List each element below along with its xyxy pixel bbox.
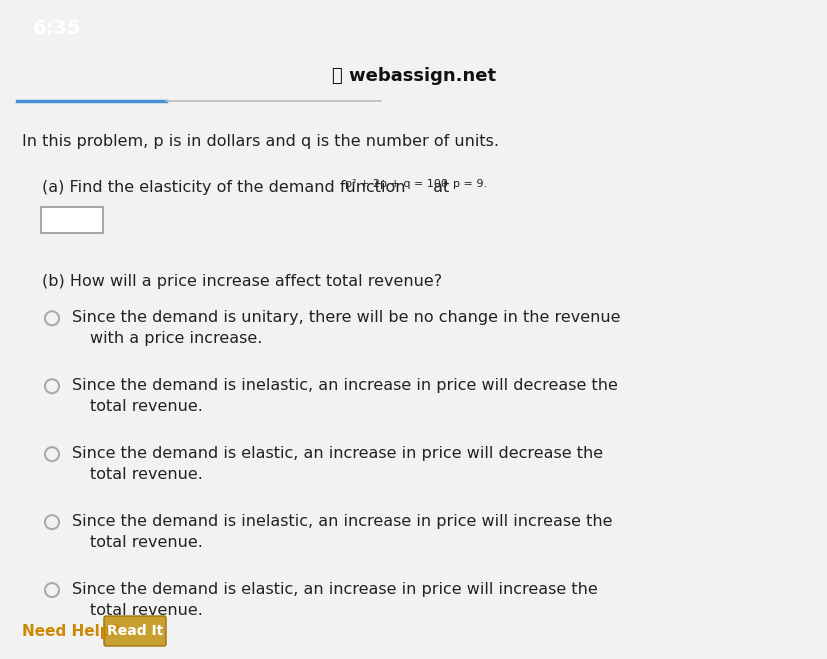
Text: Since the demand is inelastic, an increase in price will decrease the: Since the demand is inelastic, an increa… [72,378,617,393]
Text: 🔒 webassign.net: 🔒 webassign.net [332,67,495,85]
Text: p² + 2p + q = 100: p² + 2p + q = 100 [345,179,447,189]
Text: In this problem, p is in dollars and q is the number of units.: In this problem, p is in dollars and q i… [22,134,499,150]
Text: Since the demand is inelastic, an increase in price will increase the: Since the demand is inelastic, an increa… [72,514,612,529]
Text: Since the demand is elastic, an increase in price will increase the: Since the demand is elastic, an increase… [72,582,597,597]
Text: Since the demand is unitary, there will be no change in the revenue: Since the demand is unitary, there will … [72,310,619,326]
Text: at: at [427,181,453,195]
FancyBboxPatch shape [104,616,165,646]
Text: p = 9.: p = 9. [453,179,487,189]
Text: (a) Find the elasticity of the demand function: (a) Find the elasticity of the demand fu… [42,181,410,195]
Text: total revenue.: total revenue. [90,399,203,415]
Text: 6:35: 6:35 [33,19,82,38]
Text: Need Help?: Need Help? [22,623,119,639]
Text: with a price increase.: with a price increase. [90,331,262,346]
Text: Read It: Read It [107,624,163,638]
Text: Since the demand is elastic, an increase in price will decrease the: Since the demand is elastic, an increase… [72,446,602,461]
Text: total revenue.: total revenue. [90,603,203,618]
Text: (b) How will a price increase affect total revenue?: (b) How will a price increase affect tot… [42,274,442,289]
Text: total revenue.: total revenue. [90,535,203,550]
Text: total revenue.: total revenue. [90,467,203,482]
FancyBboxPatch shape [41,208,103,233]
